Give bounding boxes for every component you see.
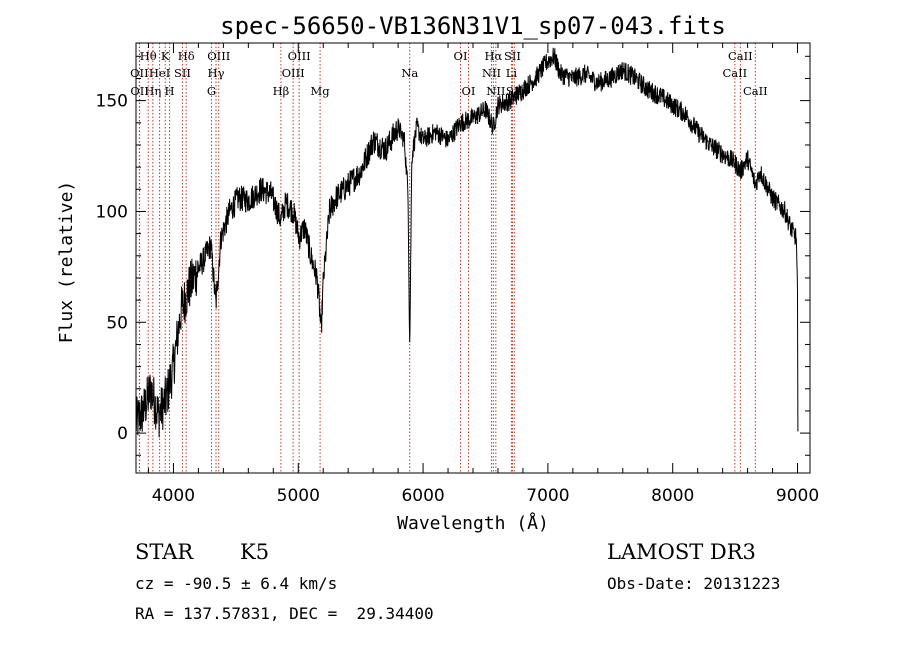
line-label: OII [130, 66, 149, 80]
survey-name: LAMOST DR3 [607, 540, 756, 564]
x-tick-label: 5000 [277, 486, 320, 506]
line-label: OI [454, 49, 468, 63]
line-label: Hγ [208, 66, 225, 80]
x-tick-label: 8000 [651, 486, 694, 506]
x-tick-label: 9000 [776, 486, 819, 506]
line-label: Hδ [178, 49, 195, 63]
line-label: G [207, 84, 216, 98]
line-label: H [165, 84, 175, 98]
y-tick-label: 50 [106, 313, 128, 333]
object-class: STAR [135, 540, 194, 564]
line-label: Hθ [140, 49, 157, 63]
spectrum-line [135, 47, 799, 438]
line-label: CaII [728, 49, 753, 63]
y-tick-label: 150 [96, 92, 128, 112]
line-label: Mg [311, 84, 331, 98]
line-label: Na [401, 66, 418, 80]
line-label: CaII [722, 66, 747, 80]
line-label: OIII [282, 66, 305, 80]
y-tick-label: 0 [117, 424, 128, 444]
y-axis-label: Flux (relative) [56, 181, 77, 344]
line-label: HeI [149, 66, 170, 80]
line-label: NII [482, 66, 501, 80]
line-label: OIII [207, 49, 230, 63]
x-tick-label: 4000 [152, 486, 195, 506]
line-markers [138, 43, 756, 473]
subclass: K5 [240, 540, 270, 564]
axis-ticks: 4000 5000 6000 7000 8000 9000 0 50 100 150 [96, 43, 819, 506]
line-label: Li [506, 66, 518, 80]
redshift-velocity: cz = -90.5 ± 6.4 km/s [135, 574, 338, 593]
x-tick-label: 6000 [401, 486, 444, 506]
line-label: Hη [144, 84, 161, 98]
line-label: SII [174, 66, 191, 80]
line-label: CaII [743, 84, 768, 98]
y-tick-label: 100 [96, 202, 128, 222]
coordinates: RA = 137.57831, DEC = 29.34400 [135, 604, 434, 623]
plot-frame [135, 42, 811, 474]
line-label: SII [504, 49, 521, 63]
line-label: Hα [484, 49, 502, 63]
line-label: OI [462, 84, 476, 98]
line-label: OII [130, 84, 149, 98]
x-tick-label: 7000 [526, 486, 569, 506]
line-labels: Hθ OII OII K HeI Hη Hδ SII H OIII Hγ G OIII OIII Hβ Mg N… [130, 49, 768, 98]
line-label: Hβ [273, 84, 290, 98]
chart-title: spec-56650-VB136N31V1_sp07-043.fits [220, 12, 726, 40]
line-label: OIII [288, 49, 311, 63]
line-label: NII [486, 84, 505, 98]
line-label: K [161, 49, 170, 63]
observation-date: Obs-Date: 20131223 [607, 574, 781, 593]
x-axis-label: Wavelength (Å) [397, 512, 549, 534]
